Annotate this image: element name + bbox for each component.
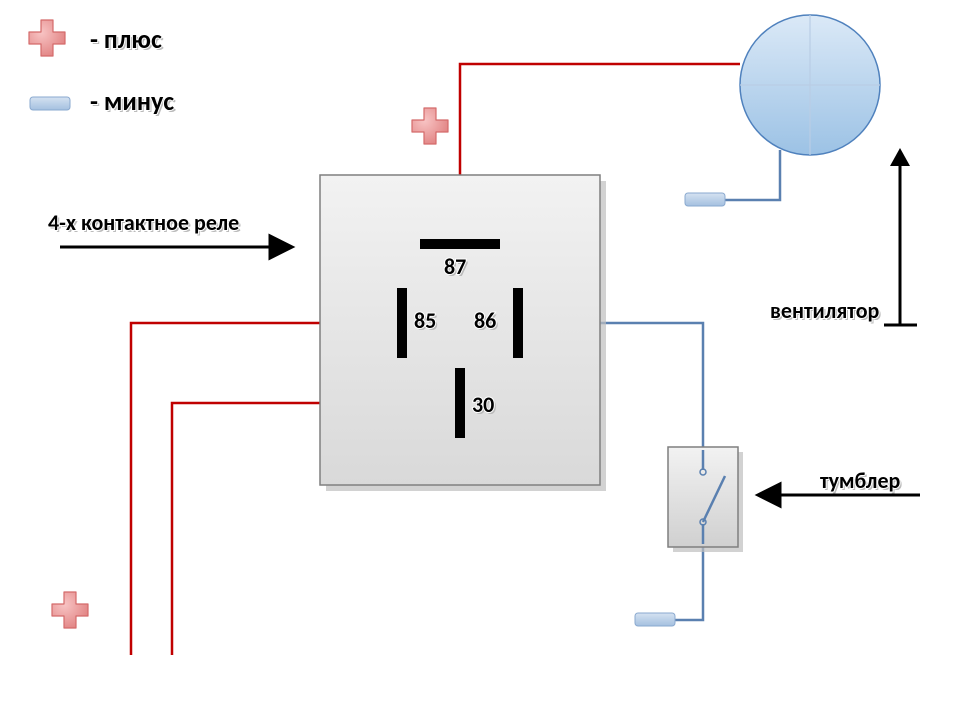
toggle-label: тумблер [820,467,901,494]
arrow-to-fan [884,148,917,325]
legend-plus-label: - плюс [90,23,162,55]
pin-label-30: 30 [472,391,494,418]
minus-icon [685,193,725,206]
plus-icon [52,592,88,628]
pin-label-87: 87 [444,253,466,280]
pin-label-86: 86 [474,307,496,334]
minus-icon [635,613,675,626]
fan-symbol [740,15,880,155]
plus-icon [29,20,65,56]
plus-icon [412,108,448,144]
circuit-diagram: 87 87 85 85 86 86 30 30 [0,0,960,720]
wire-toggle-minus [657,547,703,620]
toggle-switch [668,447,743,552]
pin-label-85: 85 [414,307,436,334]
minus-icon [30,97,70,110]
relay-label: 4-х контактное реле [48,209,239,236]
legend-minus-label: - минус [90,85,174,117]
relay-box: 87 87 85 85 86 86 30 30 [320,175,606,491]
fan-label: вентилятор [770,297,880,324]
